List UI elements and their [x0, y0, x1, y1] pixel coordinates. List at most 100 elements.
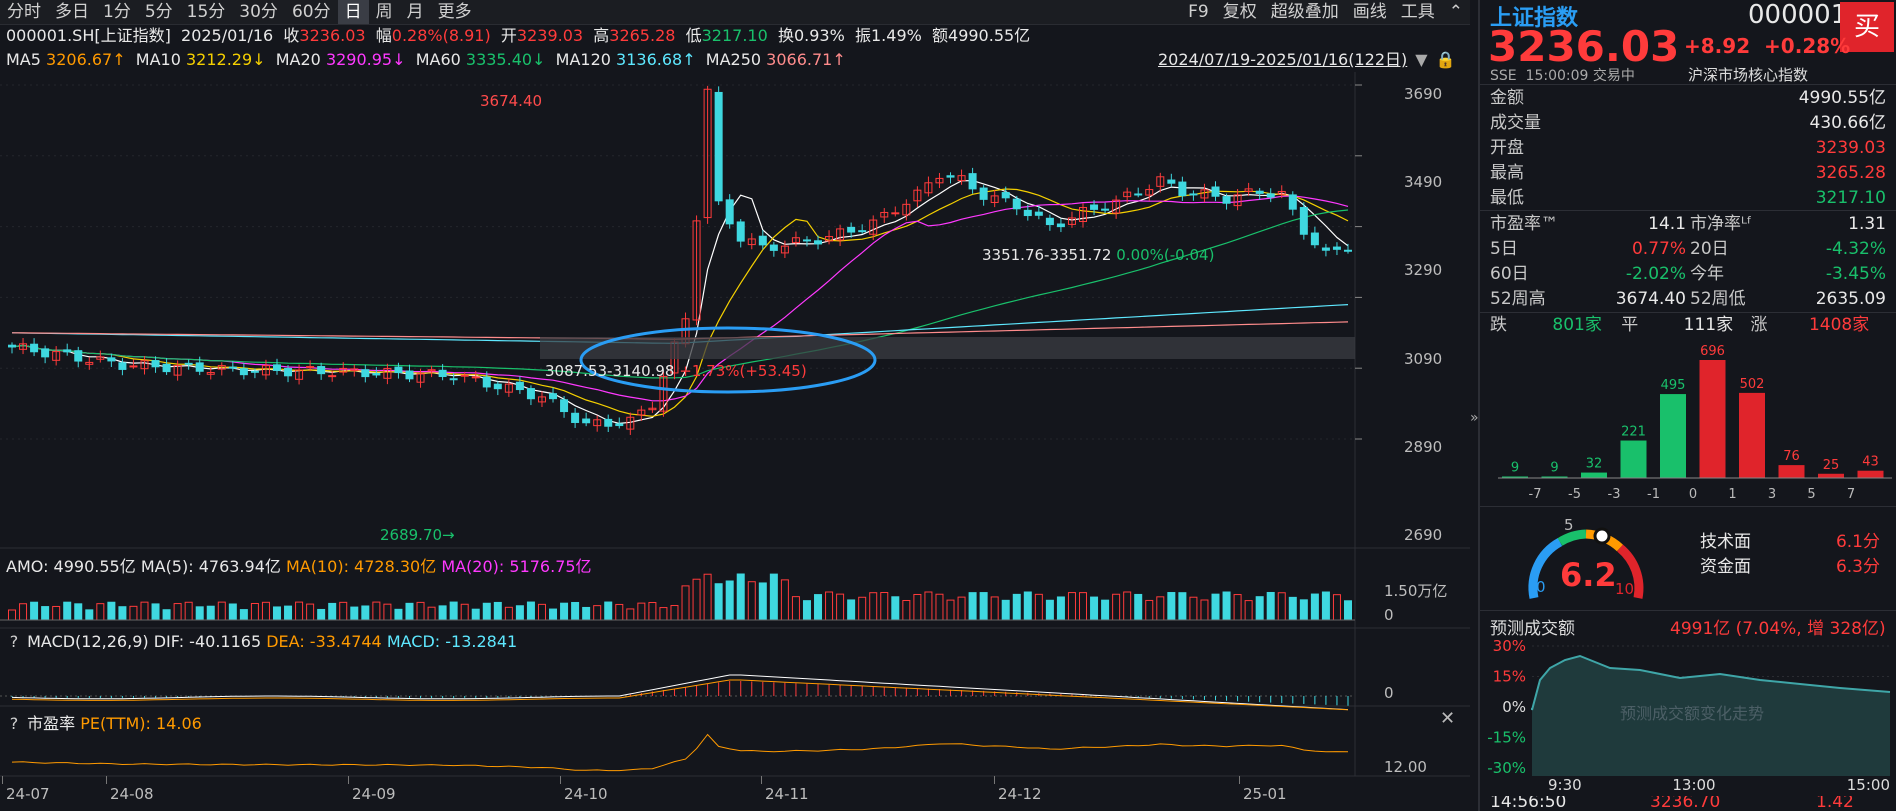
- pe-help-icon[interactable]: ?: [9, 714, 19, 733]
- vol-axis-top: 1.50万亿: [1384, 582, 1448, 600]
- ma20-label: MA20: [275, 50, 321, 69]
- tab-4[interactable]: 15分: [186, 2, 226, 22]
- candle-body: [1222, 196, 1231, 204]
- volume-bar: [107, 601, 116, 621]
- macd-dif: DIF: -40.1165: [153, 632, 262, 651]
- fund-value: 6.3分: [1835, 557, 1880, 577]
- volume-bars: [0, 573, 1355, 621]
- amplitude-value: 1.49%: [871, 26, 922, 45]
- volume-bar: [1299, 599, 1308, 621]
- tab-10[interactable]: 更多: [437, 2, 472, 22]
- toolbar-item-0[interactable]: F9: [1188, 2, 1209, 22]
- tab-2[interactable]: 1分: [103, 2, 131, 22]
- lock-icon[interactable]: 🔒: [1435, 50, 1456, 69]
- volume-bar: [791, 596, 800, 621]
- volume-bar: [659, 607, 668, 621]
- period-tabs: 分时 多日 1分 5分 15分 30分 60分日周月更多: [0, 0, 479, 24]
- pe-axis: 12.00: [1384, 758, 1427, 776]
- date-range[interactable]: 2024/07/19-2025/01/16(122日): [1158, 50, 1408, 69]
- ma20-value: 3290.95↓: [325, 50, 406, 69]
- chevron-up-icon[interactable]: ⌃: [1448, 2, 1463, 22]
- candle-body: [935, 177, 944, 184]
- dist-axis-label: 3: [1768, 487, 1776, 502]
- tab-1[interactable]: 多日: [55, 2, 89, 22]
- volume-bar: [957, 596, 966, 621]
- tab-3[interactable]: 5分: [144, 2, 173, 22]
- tab-6[interactable]: 60分: [291, 2, 331, 22]
- volume-bar: [217, 601, 226, 621]
- candle-body: [239, 368, 248, 376]
- score-gauge: [1528, 527, 1644, 599]
- d20-label: 20日: [1690, 239, 1729, 259]
- candle-body: [195, 362, 204, 372]
- tab-0[interactable]: 分时: [7, 2, 41, 22]
- tab-9[interactable]: 月: [406, 2, 424, 22]
- volume-bar: [438, 605, 447, 621]
- volume-bar: [184, 601, 193, 621]
- macd-help-icon[interactable]: ?: [9, 632, 19, 651]
- candle-body: [383, 367, 392, 379]
- ma120-label: MA120: [555, 50, 611, 69]
- forecast-line: [1531, 654, 1891, 711]
- candle-body: [825, 236, 834, 242]
- volume-bar: [96, 603, 105, 621]
- toolbar-item-1[interactable]: 复权: [1222, 2, 1257, 22]
- buy-button[interactable]: 买: [1840, 2, 1894, 52]
- dist-axis-label: 5: [1807, 487, 1815, 502]
- toolbar-item-4[interactable]: 工具: [1400, 2, 1435, 22]
- volume-bar: [1332, 594, 1341, 621]
- volume-bar: [670, 605, 679, 621]
- ma-bar: MA5 3206.67↑ MA10 3212.29↓ MA20 3290.95↓…: [6, 48, 846, 72]
- fall-count: 801家: [1552, 315, 1602, 335]
- dist-value: 76: [1783, 449, 1800, 464]
- macd-value: MACD: -13.2841: [386, 632, 518, 651]
- highlight-ellipse: [579, 326, 877, 394]
- toolbar-item-2[interactable]: 超级叠加: [1270, 2, 1339, 22]
- volume-bar: [880, 592, 889, 621]
- volume-bar: [471, 608, 480, 621]
- forecast-y-label: 30%: [1493, 640, 1526, 655]
- close-icon[interactable]: ✕: [1440, 708, 1456, 729]
- tab-8[interactable]: 周: [375, 2, 393, 22]
- dist-bar: [1660, 394, 1686, 478]
- tab-5[interactable]: 30分: [239, 2, 278, 22]
- candle-body: [902, 203, 911, 216]
- detail-label: 开盘: [1490, 138, 1524, 158]
- volume-bar: [460, 603, 469, 621]
- rise-count: 1408家: [1808, 315, 1870, 335]
- volume-bar: [361, 605, 370, 621]
- candle-body: [140, 360, 149, 370]
- amo-value: AMO: 4990.55亿: [6, 557, 136, 576]
- x-tick-mark: [761, 776, 762, 784]
- volume-bar: [769, 573, 778, 621]
- candle-body: [1067, 217, 1076, 225]
- candle-body: [1012, 198, 1021, 210]
- close-label: 收: [283, 26, 300, 45]
- volume-bar: [1034, 593, 1043, 621]
- candle-body: [1090, 204, 1099, 210]
- distribution-chart: 9 9 32 221 495 696 502 76 25 43 -7 -5 -3 -1 0 1 3 5 7: [1498, 344, 1892, 502]
- volume-bar: [195, 606, 204, 621]
- gauge-mid: 5: [1564, 516, 1574, 534]
- candle-body: [593, 419, 602, 427]
- date-range-selector[interactable]: 2024/07/19-2025/01/16(122日) ▼ 🔒: [1158, 48, 1455, 72]
- chart-area[interactable]: [0, 72, 1470, 811]
- tech-row: 技术面 6.1分: [1700, 530, 1880, 555]
- candle-body: [372, 372, 381, 376]
- exchange-info: SSE 15:00:09 交易中: [1490, 65, 1635, 85]
- volume-bar: [1200, 599, 1209, 621]
- candle-body: [1079, 206, 1088, 222]
- quote-date: 2025/01/16: [181, 26, 274, 45]
- collapse-arrow-icon[interactable]: »: [1470, 410, 1479, 426]
- x-tick-6: 25-01: [1243, 785, 1287, 803]
- candle-body: [736, 221, 745, 242]
- close-value: 3236.03: [299, 26, 366, 45]
- tab-7[interactable]: 日: [337, 0, 369, 24]
- exchange: SSE: [1490, 68, 1517, 84]
- dropdown-triangle-icon[interactable]: ▼: [1415, 50, 1428, 69]
- y-tick-3290: 3290: [1404, 261, 1443, 279]
- volume-bar: [560, 602, 569, 621]
- ma250-value: 3066.71↑: [766, 50, 846, 69]
- toolbar-item-3[interactable]: 画线: [1352, 2, 1387, 22]
- x-tick-mark: [2, 776, 3, 784]
